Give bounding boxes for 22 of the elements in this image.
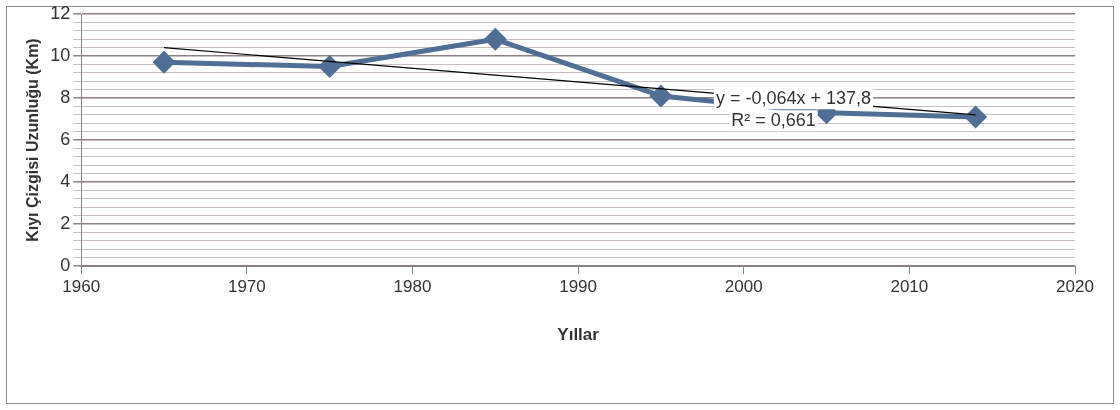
point [650,85,672,107]
y-tick-label: 8 [60,87,71,108]
y-tick-label: 12 [50,2,71,23]
x-axis-title: Yıllar [557,325,600,345]
x-tick-label: 2020 [1056,277,1094,297]
annotation: y = -0,064x + 137,8 R² = 0,661 [715,88,871,131]
y-axis-title: Kıyı Çizgisi Uzunluğu (Km) [24,38,42,242]
y-tick-label: 10 [50,45,71,65]
y-tick-label: 2 [60,213,71,234]
x-tick-label: 2000 [724,277,763,297]
x-tick-label: 1990 [559,277,598,297]
point [965,106,987,128]
x-tick-label: 2010 [890,277,929,297]
point [319,56,341,78]
y-tick-label: 6 [60,129,71,150]
y-tick-label: 4 [60,171,71,192]
y-tick-label: 0 [60,255,71,276]
x-tick-label: 1970 [227,277,266,297]
point [484,28,506,50]
x-tick-label: 1960 [62,277,101,297]
x-tick-label: 1980 [393,277,432,297]
point [153,51,175,73]
